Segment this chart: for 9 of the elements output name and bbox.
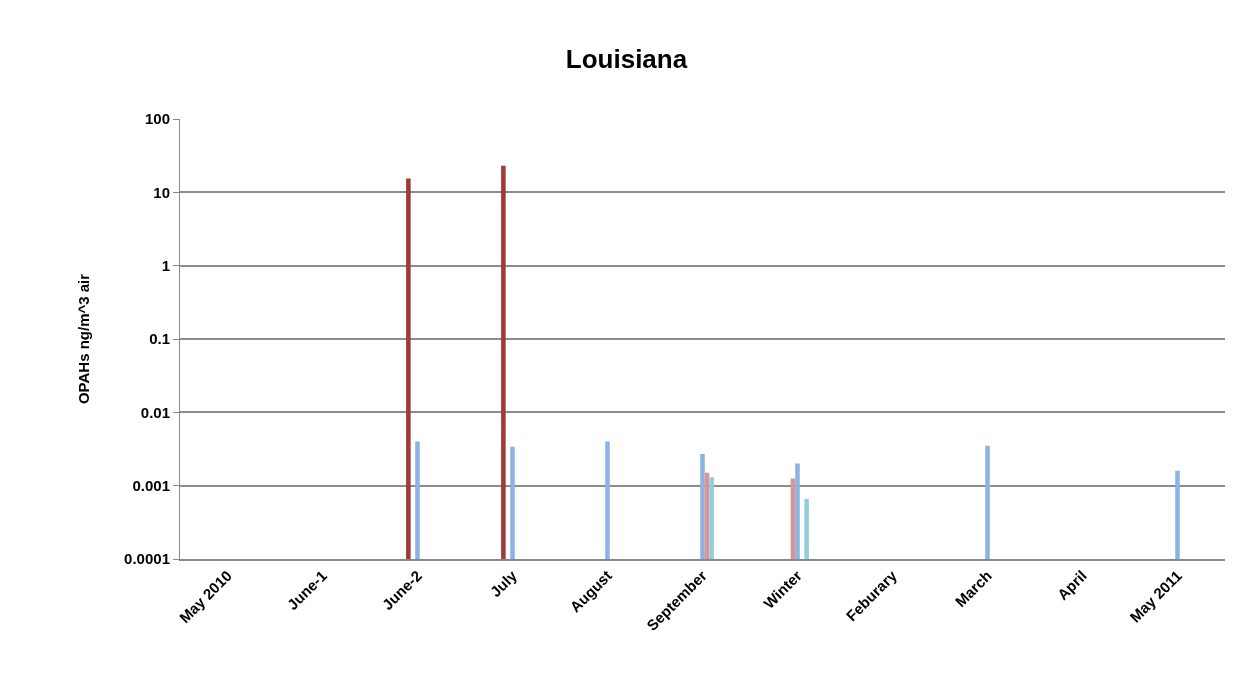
y-tick-label: 0.01 [140,403,170,421]
y-tick-label: 100 [144,110,170,128]
y-tick-label: 0.0001 [124,550,170,568]
y-tick-label: 10 [153,183,170,201]
y-tick-label: 0.001 [132,476,170,494]
y-tick-label: 0.1 [149,330,170,348]
y-tick-label: 1 [161,256,170,274]
chart-title: Louisiana [565,44,688,75]
y-axis-title: OPAHs ng/m^3 air [75,273,93,405]
